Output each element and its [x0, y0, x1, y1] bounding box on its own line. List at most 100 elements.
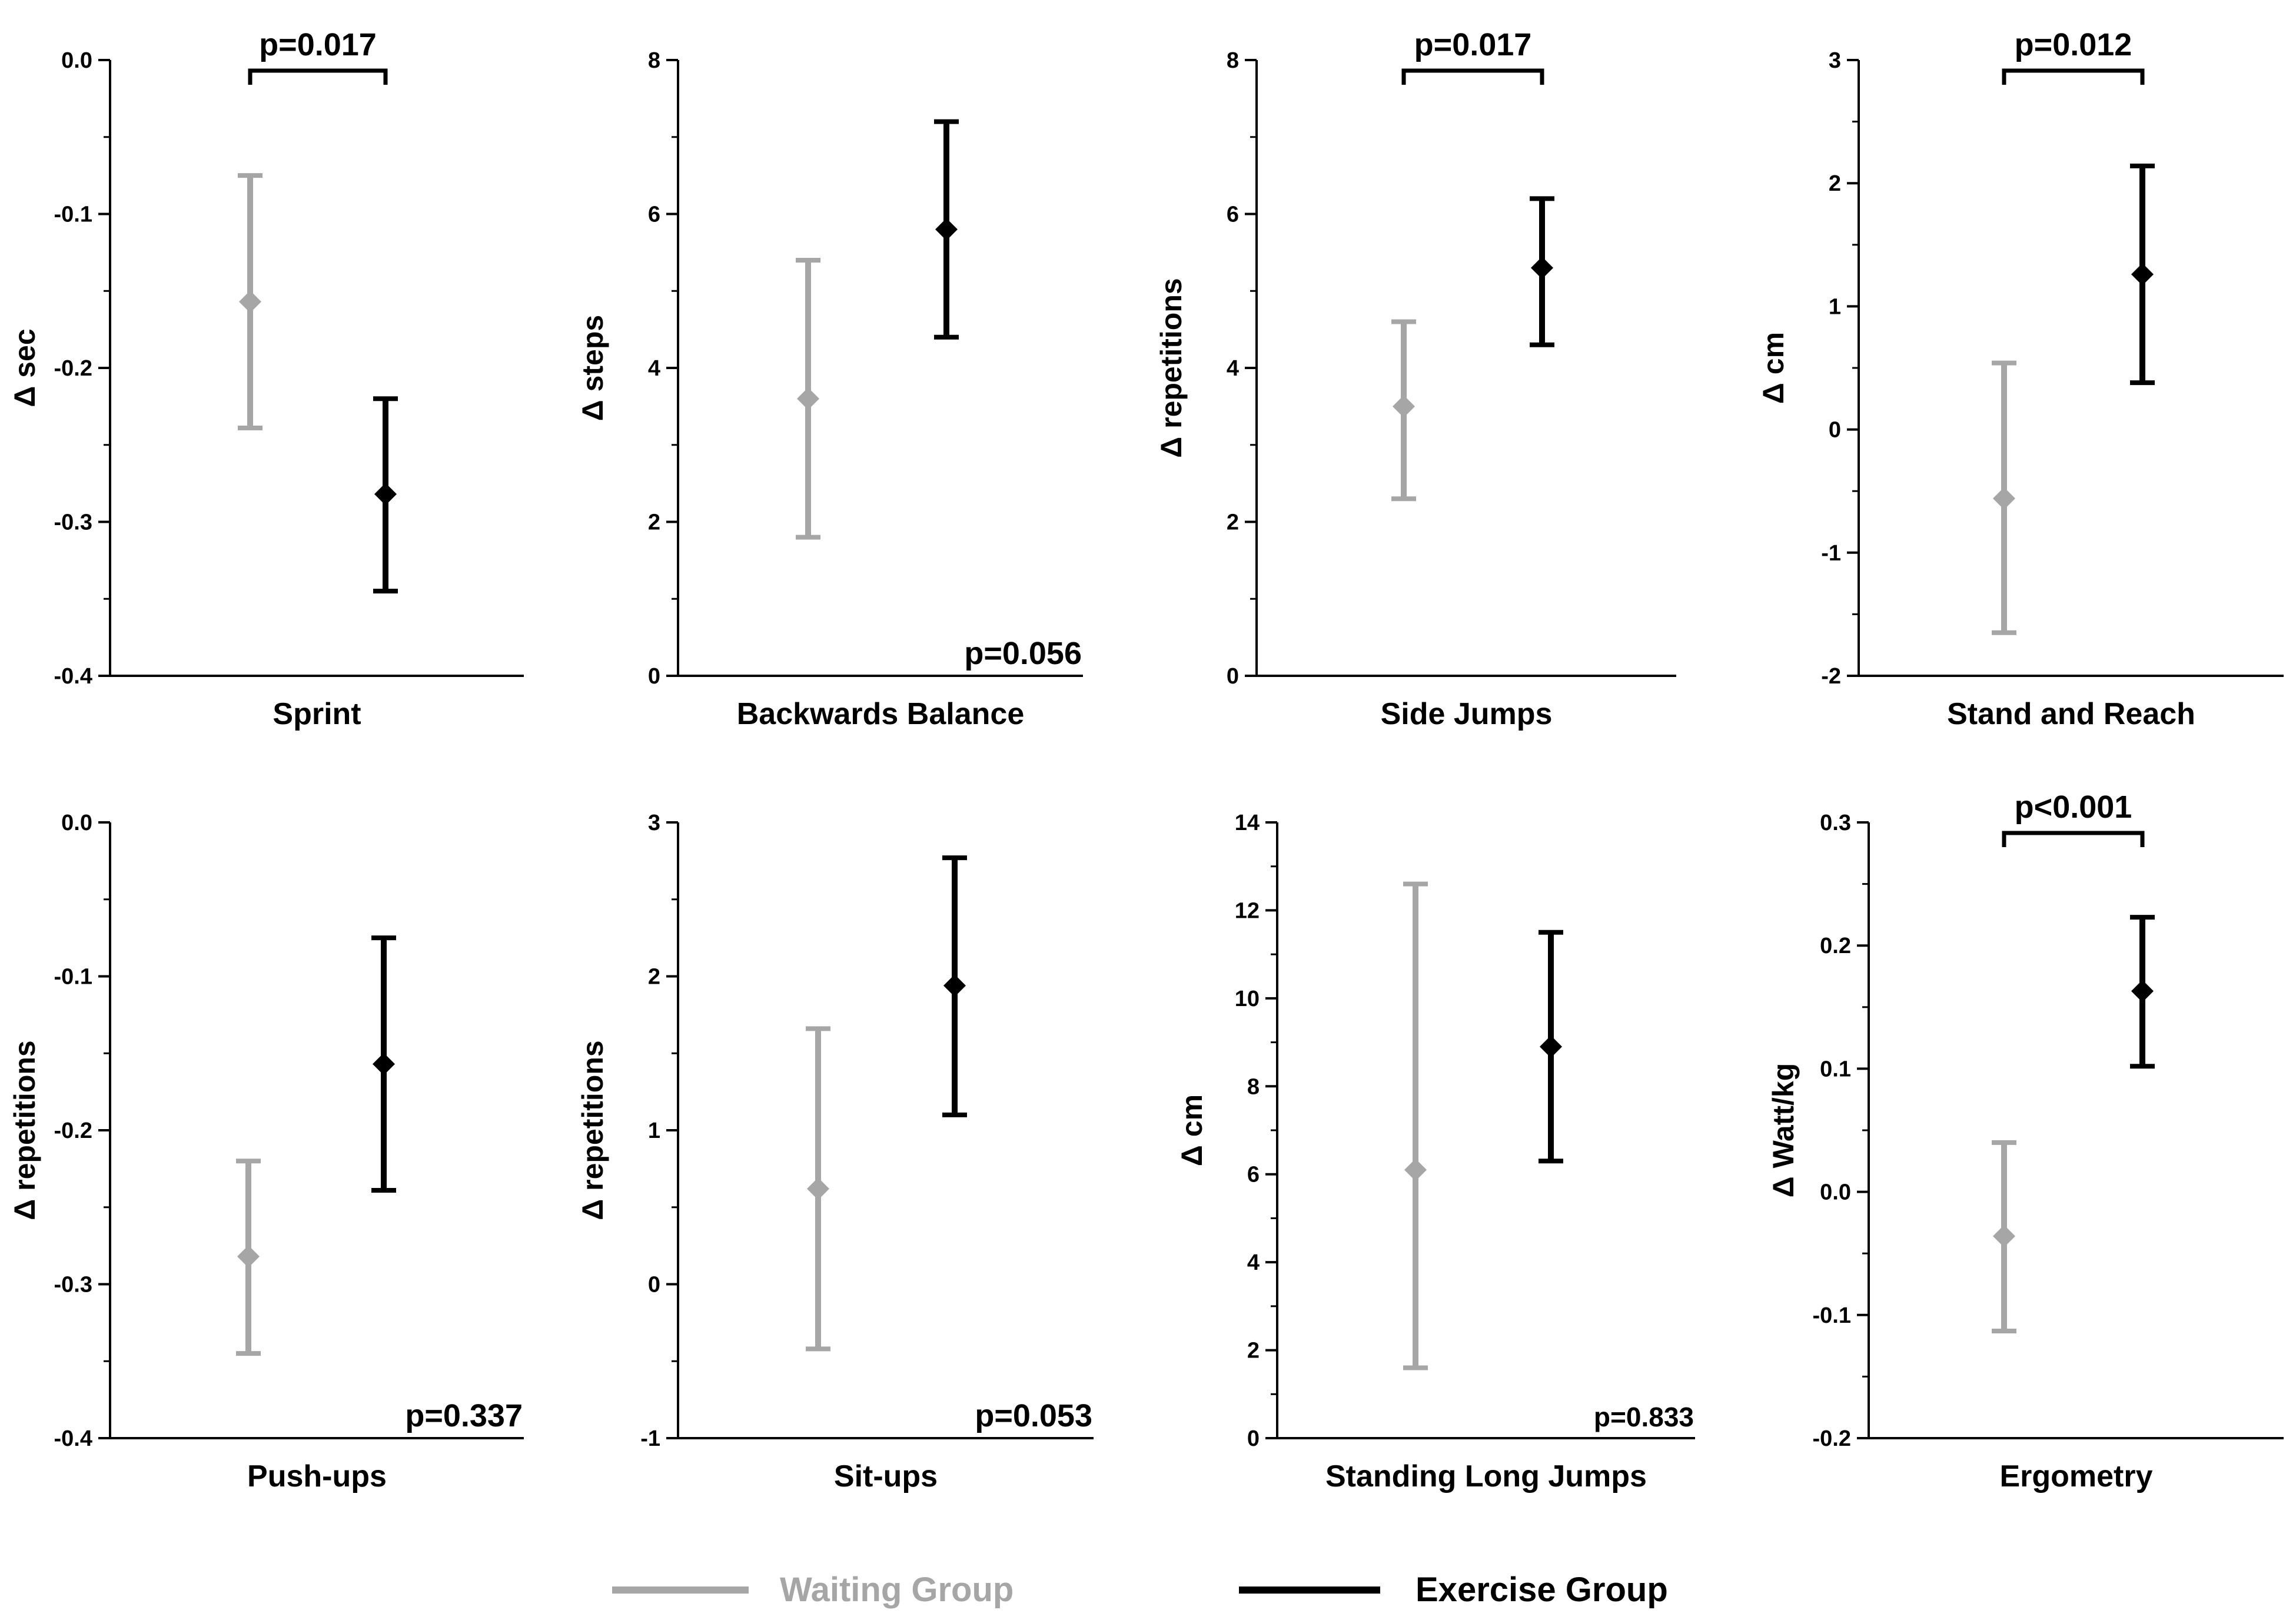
standing-long-jumps-waiting-group-mean-marker — [1404, 1159, 1427, 1181]
stand-and-reach-ytick-label: -2 — [1821, 664, 1841, 689]
standing-long-jumps-ytick-label: 4 — [1247, 1250, 1260, 1275]
side-jumps-ylabel: Δ repetitions — [1155, 278, 1188, 457]
stand-and-reach-ytick-label: 1 — [1829, 294, 1841, 319]
ergometry-ytick-label: -0.1 — [1813, 1303, 1851, 1328]
ergometry-ytick-label: 0.2 — [1820, 934, 1851, 958]
panel-side-jumps: 8 6 4 2 0 Δ repetitions Side Jumps p=0.017 — [1155, 27, 1676, 731]
ergometry-ytick-label: 0.1 — [1820, 1057, 1851, 1081]
push-ups-p-value: p=0.337 — [405, 1398, 523, 1433]
backwards-balance-ytick-label: 6 — [648, 203, 660, 227]
panel-stand-and-reach: 3 2 1 0 -1 -2 Δ cm Stand and Reach p=0.012 — [1757, 27, 2284, 731]
panel-standing-long-jumps: 14 12 10 8 6 4 2 0 Δ cm Standing Long Jumps p=0.83… — [1175, 811, 1695, 1493]
standing-long-jumps-ytick-label: 14 — [1235, 811, 1260, 835]
sprint-waiting-group-mean-marker — [239, 290, 261, 313]
standing-long-jumps-ylabel: Δ cm — [1175, 1094, 1208, 1166]
sit-ups-ytick-label: 0 — [648, 1273, 660, 1297]
panel-backwards-balance: 8 6 4 2 0 Δ steps Backwards Balance p=0.056 — [576, 48, 1083, 731]
push-ups-exercise-group-mean-marker — [373, 1053, 395, 1076]
side-jumps-ytick-label: 6 — [1227, 203, 1239, 227]
legend: Waiting Group Exercise Group — [612, 1571, 1668, 1609]
backwards-balance-exercise-group-mean-marker — [935, 218, 958, 241]
sit-ups-ytick-label: -1 — [640, 1426, 660, 1451]
standing-long-jumps-ytick-label: 8 — [1247, 1074, 1260, 1099]
sprint-significance-bracket — [248, 68, 388, 85]
sprint-ytick-label: -0.2 — [54, 356, 92, 381]
side-jumps-exercise-group-mean-marker — [1531, 257, 1553, 280]
backwards-balance-ytick-label: 0 — [648, 664, 660, 689]
standing-long-jumps-ytick-label: 0 — [1247, 1426, 1260, 1451]
standing-long-jumps-title: Standing Long Jumps — [1325, 1459, 1647, 1493]
backwards-balance-ytick-label: 4 — [648, 356, 660, 381]
panel-ergometry: 0.3 0.2 0.1 0.0 -0.1 -0.2 Δ Watt/kg Ergometry p<… — [1767, 789, 2284, 1493]
ergometry-ytick-label: 0.3 — [1820, 811, 1851, 835]
sit-ups-ytick-label: 2 — [648, 965, 660, 990]
push-ups-ytick-label: -0.4 — [54, 1426, 92, 1451]
backwards-balance-p-value: p=0.056 — [964, 636, 1082, 671]
sit-ups-exercise-group-mean-marker — [943, 974, 966, 997]
standing-long-jumps-ytick-label: 2 — [1247, 1339, 1260, 1363]
push-ups-ytick-label: 0.0 — [61, 811, 92, 835]
stand-and-reach-title: Stand and Reach — [1947, 697, 2195, 731]
backwards-balance-waiting-group-mean-marker — [797, 387, 819, 410]
side-jumps-ytick-label: 2 — [1227, 510, 1239, 535]
ergometry-ytick-label: 0.0 — [1820, 1180, 1851, 1205]
side-jumps-waiting-group-mean-marker — [1393, 395, 1415, 418]
stand-and-reach-ytick-label: 3 — [1829, 48, 1841, 73]
sprint-exercise-group-mean-marker — [374, 483, 397, 506]
stand-and-reach-ytick-label: 2 — [1829, 171, 1841, 196]
push-ups-ylabel: Δ repetitions — [8, 1040, 41, 1220]
sprint-ytick-label: -0.1 — [54, 203, 92, 227]
sit-ups-waiting-group-mean-marker — [807, 1177, 829, 1200]
ergometry-ytick-label: -0.2 — [1813, 1426, 1851, 1451]
stand-and-reach-exercise-group-mean-marker — [2131, 263, 2154, 286]
ergometry-waiting-group-mean-marker — [1993, 1224, 2015, 1247]
panel-push-ups: 0.0 -0.1 -0.2 -0.3 -0.4 Δ repetitions Push-ups… — [8, 811, 524, 1493]
panel-sprint: 0.0 -0.1 -0.2 -0.3 -0.4 Δ sec Sprint p=0.017 — [8, 27, 524, 731]
sprint-title: Sprint — [273, 697, 361, 731]
push-ups-title: Push-ups — [247, 1459, 387, 1493]
backwards-balance-ylabel: Δ steps — [576, 315, 609, 421]
sprint-ytick-label: -0.3 — [54, 510, 92, 535]
sit-ups-ytick-label: 1 — [648, 1118, 660, 1143]
side-jumps-ytick-label: 0 — [1227, 664, 1239, 689]
side-jumps-title: Side Jumps — [1381, 697, 1553, 731]
ergometry-exercise-group-mean-marker — [2131, 980, 2154, 1003]
side-jumps-p-value: p=0.017 — [1414, 27, 1532, 62]
push-ups-ytick-label: -0.2 — [54, 1118, 92, 1143]
backwards-balance-title: Backwards Balance — [737, 697, 1025, 731]
backwards-balance-ytick-label: 2 — [648, 510, 660, 535]
standing-long-jumps-ytick-label: 6 — [1247, 1163, 1260, 1187]
sit-ups-p-value: p=0.053 — [975, 1398, 1092, 1433]
push-ups-ytick-label: -0.3 — [54, 1273, 92, 1297]
sprint-ytick-label: -0.4 — [54, 664, 92, 689]
side-jumps-significance-bracket — [1401, 68, 1544, 85]
stand-and-reach-ytick-label: -1 — [1821, 541, 1841, 566]
sit-ups-ytick-label: 3 — [648, 811, 660, 835]
stand-and-reach-p-value: p=0.012 — [2015, 27, 2132, 62]
stand-and-reach-ytick-label: 0 — [1829, 418, 1841, 443]
push-ups-ytick-label: -0.1 — [54, 965, 92, 990]
stand-and-reach-significance-bracket — [2002, 68, 2145, 85]
sprint-ytick-label: 0.0 — [61, 48, 92, 73]
side-jumps-ytick-label: 8 — [1227, 48, 1239, 73]
legend-label-waiting: Waiting Group — [780, 1571, 1014, 1609]
ergometry-ylabel: Δ Watt/kg — [1767, 1063, 1800, 1198]
push-ups-waiting-group-mean-marker — [237, 1245, 260, 1268]
ergometry-title: Ergometry — [1999, 1459, 2152, 1493]
standing-long-jumps-exercise-group-mean-marker — [1540, 1035, 1562, 1058]
stand-and-reach-ylabel: Δ cm — [1757, 332, 1790, 404]
sprint-ylabel: Δ sec — [8, 328, 41, 407]
standing-long-jumps-ytick-label: 10 — [1235, 987, 1260, 1011]
sit-ups-title: Sit-ups — [834, 1459, 938, 1493]
side-jumps-ytick-label: 4 — [1227, 356, 1239, 381]
standing-long-jumps-ytick-label: 12 — [1235, 898, 1260, 923]
panel-sit-ups: 3 2 1 0 -1 Δ repetitions Sit-ups p=0.053 — [576, 811, 1094, 1493]
standing-long-jumps-p-value: p=0.833 — [1594, 1402, 1694, 1432]
backwards-balance-ytick-label: 8 — [648, 48, 660, 73]
sprint-p-value: p=0.017 — [259, 27, 377, 62]
stand-and-reach-waiting-group-mean-marker — [1993, 487, 2015, 510]
ergometry-significance-bracket — [2002, 831, 2145, 847]
legend-label-exercise: Exercise Group — [1416, 1571, 1668, 1609]
ergometry-p-value: p<0.001 — [2015, 789, 2132, 825]
